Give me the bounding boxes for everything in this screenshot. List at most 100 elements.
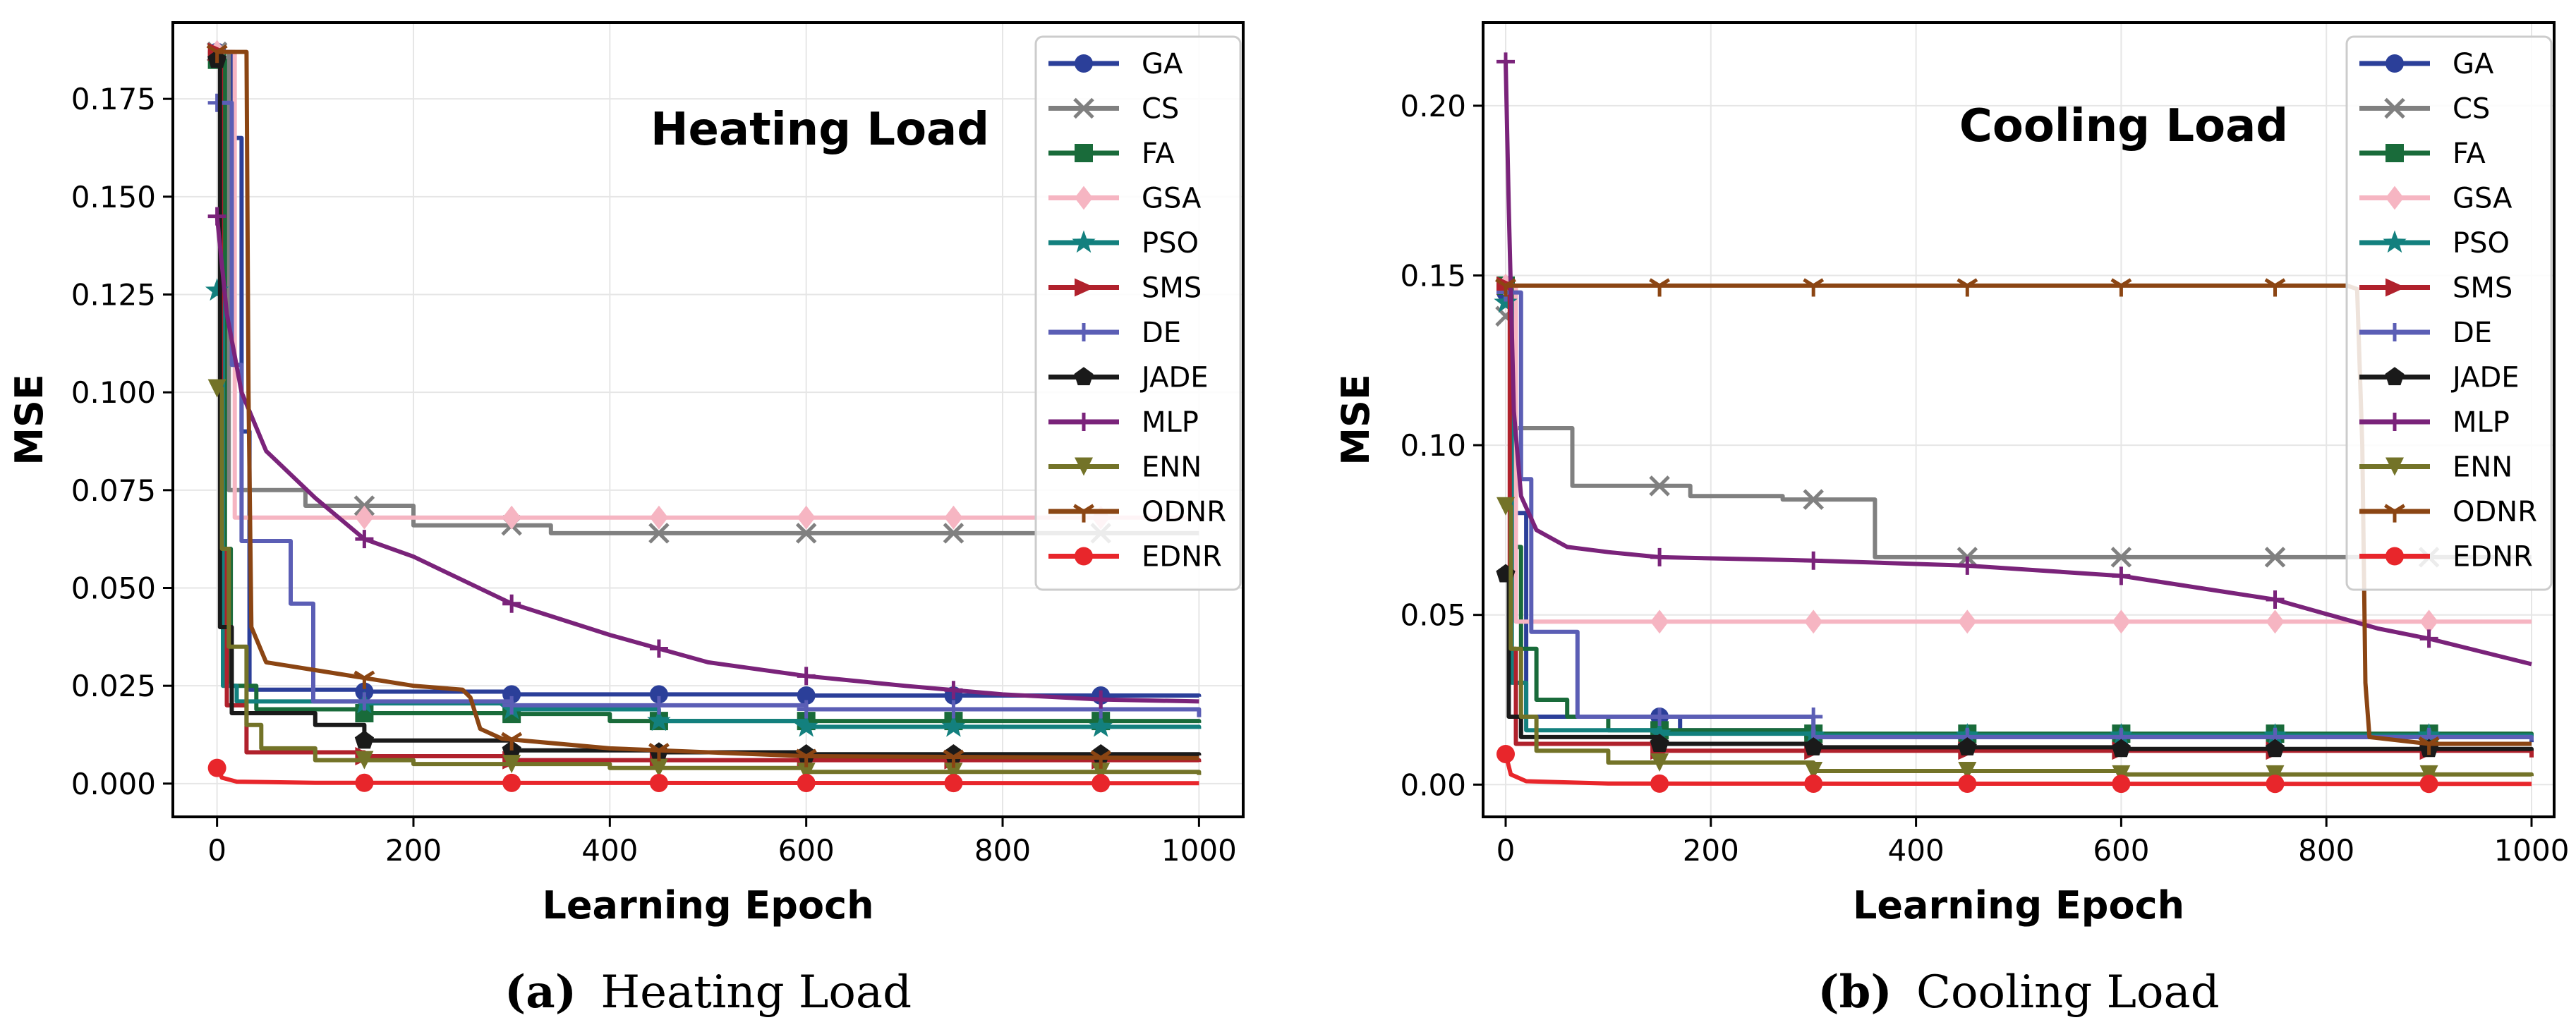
data-point-ednr (2112, 775, 2131, 794)
y-tick-label: 0.05 (1400, 598, 1466, 633)
data-point-de (649, 696, 668, 715)
data-point-pso (941, 714, 966, 737)
data-point-enn (2419, 765, 2438, 784)
data-point-mlp (944, 681, 963, 700)
chart-title: Cooling Load (1959, 100, 2288, 152)
x-tick-label: 600 (2093, 833, 2149, 868)
data-point-odnr (2418, 736, 2440, 755)
legend-marker (1075, 547, 1093, 566)
data-point-jade (1650, 734, 1669, 753)
legend-marker (2385, 186, 2404, 210)
y-tick-label: 0.000 (71, 767, 156, 801)
data-point-jade (354, 730, 374, 749)
data-point-mlp (1958, 556, 1977, 575)
legend-label: FA (2453, 138, 2486, 170)
data-point-ednr (2266, 775, 2285, 794)
series-enn (1496, 497, 2534, 784)
data-point-ednr (2419, 775, 2438, 794)
legend-item-pso: PSO (2359, 227, 2510, 260)
data-point-jade (2265, 739, 2285, 758)
legend-marker (2385, 144, 2404, 162)
legend-label: EDNR (1142, 541, 1222, 573)
legend-label: PSO (1142, 227, 1199, 260)
x-tick-label: 0 (1496, 833, 1516, 868)
series-line-ednr (1504, 753, 2532, 787)
data-point-jade (1957, 737, 1977, 755)
data-point-enn (207, 379, 226, 398)
legend-marker (2384, 97, 2405, 119)
data-point-mlp (649, 639, 668, 658)
data-point-odnr (648, 743, 670, 762)
legend-label: ENN (1142, 451, 1202, 484)
legend-item-sms: SMS (1048, 272, 1202, 305)
series-de (1496, 283, 2534, 746)
chart-heating-load: 0 200 400 600 800 1000 0.000 0.025 0.050 0.075 0.1… (7, 21, 1245, 1019)
data-point-ednr (207, 758, 226, 777)
caption: (a) Heating Load (504, 966, 912, 1019)
y-tick-label: 0.15 (1400, 258, 1466, 293)
plot-frame (171, 21, 1245, 818)
legend-item-mlp: MLP (2359, 406, 2510, 439)
data-point-odnr (1803, 278, 1825, 297)
legend-label: DE (2453, 317, 2492, 349)
data-point-pso (1089, 714, 1113, 737)
series-mlp (207, 207, 1199, 709)
y-tick-label: 0.20 (1400, 89, 1466, 123)
data-point-gsa (1958, 609, 1977, 634)
data-point-gsa (797, 505, 816, 530)
legend-label: MLP (2453, 406, 2510, 439)
panel-label: (a) (504, 966, 576, 1019)
data-point-enn (1496, 497, 1515, 516)
data-point-mlp (2419, 629, 2438, 648)
data-point-ednr (1650, 774, 1669, 793)
data-point-ga (649, 685, 668, 704)
legend-item-odnr: ODNR (1048, 496, 1226, 528)
data-point-enn (2266, 765, 2285, 784)
data-point-gsa (2112, 609, 2131, 634)
data-point-ga (797, 686, 816, 705)
x-tick-label: 600 (778, 833, 835, 868)
data-point-cs (2110, 547, 2132, 568)
data-point-cs (1803, 489, 1824, 510)
data-point-enn (1804, 762, 1823, 781)
legend-item-enn: ENN (1048, 451, 1202, 484)
x-tick-label: 200 (385, 833, 442, 868)
data-point-odnr (1957, 278, 1978, 297)
legend-marker (1075, 278, 1095, 297)
x-tick-label: 200 (1683, 833, 1739, 868)
legend: GA CS FA GSA PSO SMS DE JADE MLP ENN ODNR EDNR (1034, 35, 1242, 591)
data-point-gsa (2266, 609, 2285, 634)
series-line-de (1506, 290, 2534, 741)
chart-cooling-load: 0 200 400 600 800 1000 0.00 0.05 0.10 0.15 0.20 Co… (1334, 21, 2569, 1019)
data-point-odnr (2264, 278, 2286, 297)
series-ednr (1496, 744, 2532, 794)
data-point-odnr (943, 749, 965, 768)
legend-marker (1075, 413, 1093, 431)
data-point-gsa (944, 505, 963, 530)
legend-label: GSA (2453, 183, 2512, 215)
data-point-gsa (2419, 609, 2438, 634)
data-point-cs (943, 523, 965, 544)
data-point-mlp (502, 594, 521, 613)
x-axis-label: Learning Epoch (1853, 883, 2184, 928)
data-point-odnr (2110, 278, 2132, 297)
caption-text: Heating Load (600, 966, 912, 1019)
x-axis-label: Learning Epoch (542, 883, 873, 928)
legend-marker (2385, 278, 2406, 297)
data-point-enn (1958, 762, 1977, 781)
legend-marker (1075, 323, 1093, 341)
data-point-de (1650, 708, 1669, 727)
data-point-mlp (207, 207, 226, 226)
data-point-enn (649, 758, 668, 777)
legend-item-fa: FA (2359, 138, 2486, 170)
data-point-pso (205, 278, 229, 301)
legend-item-odnr: ODNR (2359, 496, 2537, 528)
legend-item-sms: SMS (2359, 272, 2512, 305)
legend-item-jade: JADE (2359, 362, 2520, 394)
legend-label: GA (1142, 48, 1183, 80)
data-point-gsa (649, 505, 668, 530)
legend-item-jade: JADE (1048, 362, 1209, 394)
data-point-mlp (1650, 547, 1669, 566)
y-tick-label: 0.175 (71, 82, 156, 116)
legend-marker (2385, 367, 2405, 386)
